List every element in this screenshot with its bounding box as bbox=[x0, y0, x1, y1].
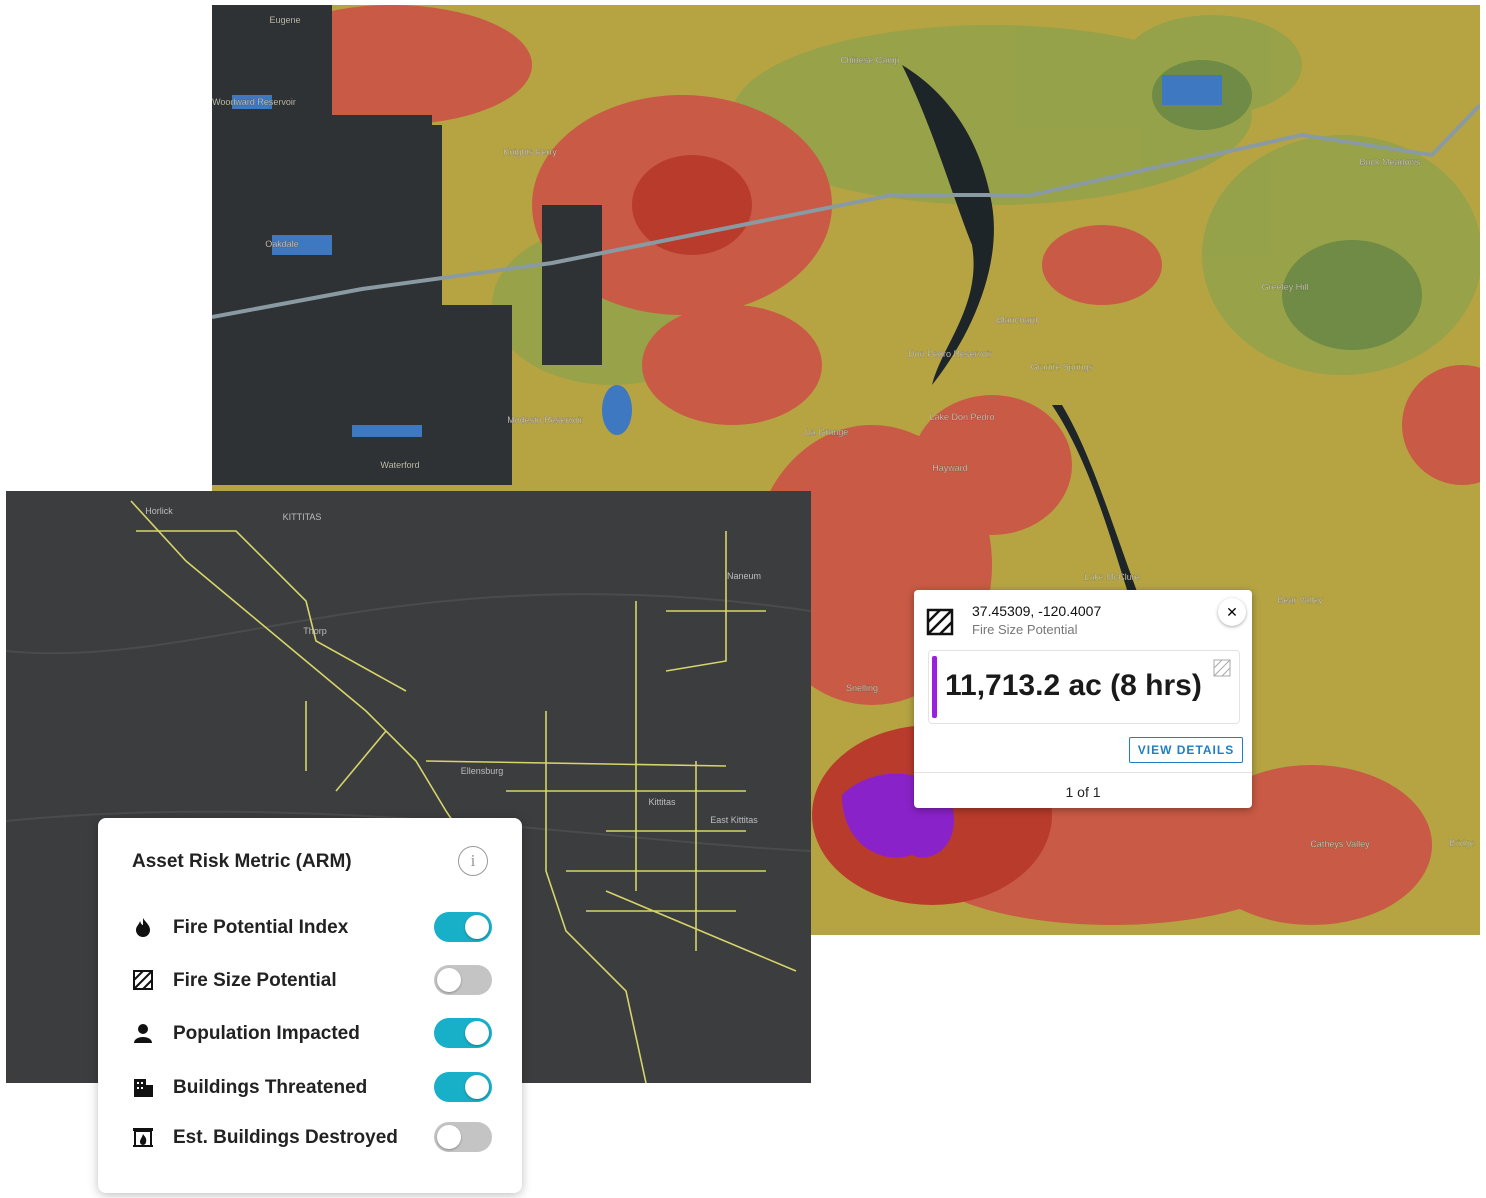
place-label: Naneum bbox=[727, 571, 761, 581]
coordinates: 37.45309, -120.4007 bbox=[972, 603, 1102, 619]
place-label: Oakdale bbox=[265, 239, 299, 249]
place-label: Greeley Hill bbox=[1262, 282, 1309, 292]
toggle-knob bbox=[465, 1075, 489, 1099]
place-label: Buck Meadows bbox=[1359, 157, 1421, 167]
value-card: 11,713.2 ac (8 hrs) bbox=[928, 650, 1240, 724]
place-label: KITTITAS bbox=[283, 512, 322, 522]
place-label: Kittitas bbox=[648, 797, 676, 807]
pagination: 1 of 1 bbox=[1065, 784, 1101, 800]
info-button[interactable]: i bbox=[458, 846, 488, 876]
place-label: Modesto Reservoir bbox=[507, 415, 583, 425]
layer-toggle[interactable] bbox=[434, 912, 492, 942]
layer-label: Fire Size Potential bbox=[173, 970, 337, 991]
place-label: Knights Ferry bbox=[503, 147, 557, 157]
place-label: Blanchard bbox=[997, 315, 1038, 325]
layer-label: Est. Buildings Destroyed bbox=[173, 1127, 398, 1148]
hatch-icon-small bbox=[1213, 659, 1231, 677]
place-label: Chinese Camp bbox=[840, 55, 900, 65]
layer-row: Population Impacted bbox=[132, 1017, 492, 1048]
info-popup: 37.45309, -120.4007 Fire Size Potential … bbox=[914, 590, 1252, 808]
layer-icon bbox=[133, 970, 153, 990]
place-label: Waterford bbox=[380, 460, 419, 470]
place-label: Woodward Reservoir bbox=[212, 97, 296, 107]
toggle-knob bbox=[465, 915, 489, 939]
place-label: Hayward bbox=[932, 463, 968, 473]
layer-label: Population Impacted bbox=[173, 1023, 360, 1044]
place-label: Thorp bbox=[303, 626, 327, 636]
place-label: Bridge bbox=[1449, 838, 1475, 848]
layer-toggle[interactable] bbox=[434, 965, 492, 995]
toggle-knob bbox=[437, 968, 461, 992]
layer-icon bbox=[134, 1079, 153, 1097]
panel-title: Asset Risk Metric (ARM) bbox=[132, 851, 352, 872]
layer-toggle[interactable] bbox=[434, 1072, 492, 1102]
value: 11,713.2 ac (8 hrs) bbox=[945, 669, 1202, 702]
divider bbox=[914, 772, 1252, 773]
place-label: Snelling bbox=[846, 683, 878, 693]
layer-icon bbox=[136, 918, 150, 937]
layer-label: Fire Potential Index bbox=[173, 917, 349, 938]
layer-toggle[interactable] bbox=[434, 1122, 492, 1152]
layer-row: Est. Buildings Destroyed bbox=[132, 1121, 492, 1152]
place-label: East Kittitas bbox=[710, 815, 758, 825]
place-label: Eugene bbox=[269, 15, 300, 25]
view-details-button[interactable]: VIEW DETAILS bbox=[1129, 737, 1243, 763]
place-label: La Grange bbox=[806, 427, 849, 437]
layer-toggle[interactable] bbox=[434, 1018, 492, 1048]
layer-name: Fire Size Potential bbox=[972, 622, 1078, 637]
value-bar bbox=[932, 656, 937, 718]
hatch-icon bbox=[926, 608, 954, 636]
place-label: Catheys Valley bbox=[1310, 839, 1370, 849]
layer-row: Buildings Threatened bbox=[132, 1071, 492, 1102]
place-label: Ellensburg bbox=[461, 766, 504, 776]
toggle-knob bbox=[437, 1125, 461, 1149]
place-label: Bear Valley bbox=[1277, 595, 1323, 605]
layer-panel: Asset Risk Metric (ARM) i Fire Potential… bbox=[98, 818, 522, 1193]
layer-icon bbox=[134, 1024, 152, 1043]
place-label: Horlick bbox=[145, 506, 173, 516]
layer-row: Fire Size Potential bbox=[132, 964, 492, 995]
layer-row: Fire Potential Index bbox=[132, 911, 492, 942]
place-label: Lake McClure bbox=[1084, 572, 1140, 582]
layer-label: Buildings Threatened bbox=[173, 1077, 368, 1098]
layer-icon bbox=[133, 1128, 153, 1147]
place-label: Lake Don Pedro bbox=[929, 412, 994, 422]
place-label: Don Pedro Reservoir bbox=[908, 349, 992, 359]
close-button[interactable]: ✕ bbox=[1218, 598, 1246, 626]
place-label: Granite Springs bbox=[1031, 362, 1094, 372]
toggle-knob bbox=[465, 1021, 489, 1045]
